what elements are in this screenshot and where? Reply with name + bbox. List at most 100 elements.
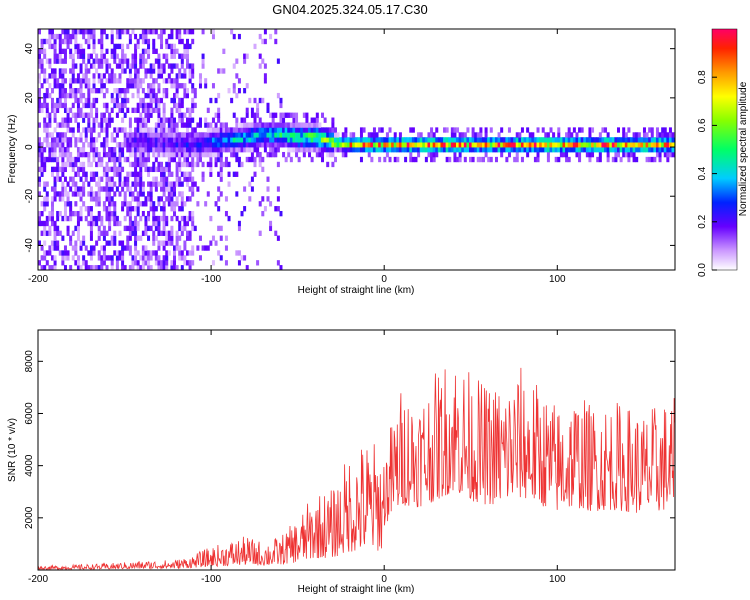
heatmap-cell xyxy=(650,127,654,133)
heatmap-cell xyxy=(224,235,228,241)
heatmap-cell xyxy=(76,260,80,266)
heatmap-cell xyxy=(271,151,275,158)
heatmap-cell xyxy=(219,191,223,197)
heatmap-cell xyxy=(141,142,145,148)
heatmap-cell xyxy=(134,132,138,138)
heatmap-cell xyxy=(40,171,44,177)
heatmap-cell xyxy=(419,142,423,148)
heatmap-cell xyxy=(139,58,143,64)
heatmap-cell xyxy=(198,137,202,143)
heatmap-cell xyxy=(258,63,262,69)
heatmap-cell xyxy=(97,215,101,222)
heatmap-cell xyxy=(167,73,171,79)
heatmap-cell xyxy=(165,132,169,138)
heatmap-cell xyxy=(71,156,75,163)
heatmap-cell xyxy=(167,161,171,168)
heatmap-cell xyxy=(45,132,49,138)
heatmap-cell xyxy=(310,137,314,143)
heatmap-cell xyxy=(79,245,83,251)
heatmap-cell xyxy=(76,107,80,114)
heatmap-cell xyxy=(134,255,138,261)
heatmap-cell xyxy=(562,147,566,153)
heatmap-cell xyxy=(572,127,576,133)
heatmap-cell xyxy=(284,142,288,148)
heatmap-cell xyxy=(58,210,62,217)
heatmap-cell xyxy=(619,156,623,163)
heatmap-cell xyxy=(261,137,265,143)
heatmap-cell xyxy=(71,210,75,217)
heatmap-cell xyxy=(147,235,151,241)
heatmap-cell xyxy=(188,176,192,182)
heatmap-cell xyxy=(152,88,156,94)
heatmap-cell xyxy=(71,78,75,84)
heatmap-cell xyxy=(63,48,67,54)
heatmap-cell xyxy=(367,147,371,153)
heatmap-cell xyxy=(97,210,101,217)
heatmap-cell xyxy=(123,53,127,59)
heatmap-cell xyxy=(487,147,491,153)
heatmap-cell xyxy=(471,156,475,163)
heatmap-cell xyxy=(38,92,41,99)
heatmap-cell xyxy=(536,127,540,133)
heatmap-cell xyxy=(178,245,182,251)
heatmap-cell xyxy=(276,132,280,138)
heatmap-cell xyxy=(326,132,330,138)
heatmap-cell xyxy=(40,58,44,64)
heatmap-cell xyxy=(87,102,91,109)
heatmap-cell xyxy=(152,176,156,182)
heatmap-cell xyxy=(302,151,306,158)
heatmap-cell xyxy=(131,260,135,266)
heatmap-cell xyxy=(180,206,184,212)
heatmap-cell xyxy=(141,181,145,187)
heatmap-cell xyxy=(108,215,112,222)
heatmap-cell xyxy=(40,142,44,148)
heatmap-cell xyxy=(191,137,195,143)
heatmap-cell xyxy=(38,48,41,54)
heatmap-cell xyxy=(118,58,122,64)
heatmap-cell xyxy=(180,215,184,222)
heatmap-cell xyxy=(204,117,208,123)
heatmap-cell xyxy=(243,142,247,148)
heatmap-cell xyxy=(147,156,151,163)
heatmap-cell xyxy=(154,181,158,187)
heatmap-cell xyxy=(162,181,166,187)
heatmap-cell xyxy=(214,240,218,246)
heatmap-cell xyxy=(528,132,532,138)
heatmap-cell xyxy=(134,181,138,187)
heatmap-cell xyxy=(435,137,439,143)
heatmap-cell xyxy=(344,151,348,158)
heatmap-cell xyxy=(284,132,288,138)
heatmap-cell xyxy=(97,176,101,182)
heatmap-cell xyxy=(211,137,215,143)
heatmap-cell xyxy=(87,92,91,99)
heatmap-cell xyxy=(105,151,109,158)
heatmap-cell xyxy=(409,156,413,163)
heatmap-cell xyxy=(497,147,501,153)
heatmap-cell xyxy=(110,29,114,35)
heatmap-cell xyxy=(557,156,561,163)
heatmap-cell xyxy=(92,29,96,35)
heatmap-cell xyxy=(497,137,501,143)
heatmap-cell xyxy=(193,147,197,153)
heatmap-cell xyxy=(141,147,145,153)
heatmap-cell xyxy=(113,73,117,79)
heatmap-cell xyxy=(175,48,179,54)
heatmap-cell xyxy=(632,142,636,148)
heatmap-cell xyxy=(121,265,125,270)
heatmap-cell xyxy=(359,142,363,148)
heatmap-cell xyxy=(217,196,221,202)
heatmap-cell xyxy=(401,142,405,148)
heatmap-cell xyxy=(170,63,174,69)
heatmap-cell xyxy=(144,166,148,173)
heatmap-cell xyxy=(123,142,127,148)
heatmap-cell xyxy=(559,137,563,143)
heatmap-cell xyxy=(393,156,397,163)
heatmap-cell xyxy=(45,156,49,163)
heatmap-cell xyxy=(279,117,283,123)
heatmap-cell xyxy=(61,255,65,261)
heatmap-cell xyxy=(63,137,67,143)
heatmap-cell xyxy=(100,265,104,270)
heatmap-cell xyxy=(121,260,125,266)
heatmap-cell xyxy=(56,102,60,109)
